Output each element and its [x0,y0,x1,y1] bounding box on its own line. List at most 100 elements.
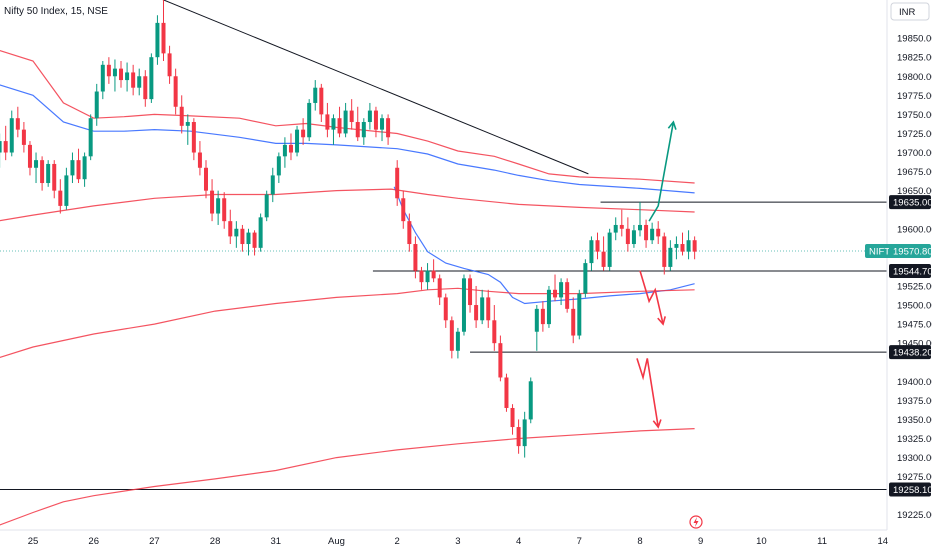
candle-body [331,118,336,130]
candle-body [173,76,178,107]
candle [386,114,391,145]
projection-arrow-2[interactable] [636,358,660,428]
lightning-icon[interactable] [689,515,703,529]
candle [595,232,600,260]
level-tag-0: 19635.00 [889,195,932,210]
candle-body [474,305,479,321]
candle-body [349,110,354,123]
candle-body [516,427,521,447]
candle [540,301,545,332]
candle [625,217,630,252]
candle-body [437,278,442,298]
trendline-segment[interactable] [154,0,589,175]
candle [185,114,190,145]
candle-body [565,282,570,309]
candle-body [510,407,515,428]
moving-average-lines [0,50,695,526]
candle [131,64,136,96]
candle-body [143,76,148,100]
x-tick-label: 27 [149,536,160,547]
candle-body [46,163,51,184]
candle-body [252,232,257,248]
candle [203,160,208,199]
candle [522,411,527,458]
x-tick-label: 10 [756,536,767,547]
candle [15,106,20,138]
candle-body [601,251,606,267]
candle-body [40,160,45,184]
candle-body [607,232,612,267]
candle-body [228,221,233,237]
candle [373,106,378,138]
time-axis[interactable]: 25 26 27 28 31 Aug 2 3 4 7 8 9 10 11 14 [28,536,888,547]
projection-arrow-1[interactable] [639,270,664,325]
level-tag-3: 19258.10 [889,482,932,497]
candle-body [295,129,300,153]
candle [331,114,336,145]
candle-body [431,270,436,279]
level-tag-label: 19635.00 [893,198,932,209]
candle-body [386,118,391,138]
candle [455,327,460,359]
candle [34,152,39,184]
candle [449,316,454,359]
x-tick-label: 8 [637,536,642,547]
candle [492,305,497,351]
y-tick-label: 19675.00 [897,167,932,178]
candle [173,68,178,115]
candle [565,278,570,313]
candle-body [553,289,558,298]
arrow-head-0 [667,120,677,130]
projection-arrow-0[interactable] [648,121,675,222]
candle-body [662,236,667,267]
candle-body [94,91,99,119]
y-tick-label: 19375.00 [897,396,932,407]
candle-body [407,221,412,245]
candle [288,133,293,161]
price-axis[interactable]: 19850.00 19825.00 19800.00 19775.00 19750.00… [897,34,932,522]
candle [559,278,564,306]
candle-body [534,308,539,332]
x-tick-label: 3 [455,536,460,547]
candle-body [155,22,160,58]
candle [64,167,69,210]
candle [601,236,606,271]
candle [680,232,685,256]
candle [76,148,81,184]
candle [380,114,385,142]
candle-body [15,118,20,130]
y-tick-label: 19700.00 [897,148,932,159]
candle [367,102,372,130]
candle-body [27,144,32,168]
candle-body [367,110,372,123]
candle [191,118,196,161]
ma-line-4 [0,287,695,358]
arrow-head-1 [657,316,667,326]
candle-body [498,343,503,378]
candle [216,190,221,225]
x-tick-label: 28 [210,536,221,547]
candle [486,289,491,328]
candle [246,228,251,256]
candle-body [668,247,673,267]
y-tick-label: 19825.00 [897,53,932,64]
candle [70,152,75,184]
candle-body [185,122,190,126]
candle [425,263,430,290]
candle [258,213,263,252]
candle [686,230,691,260]
y-tick-label: 19275.00 [897,472,932,483]
candle-body [613,224,618,233]
candle-body [106,64,111,77]
candle-body [546,289,551,325]
candle-body [125,72,130,81]
y-tick-label: 19600.00 [897,224,932,235]
y-tick-label: 19850.00 [897,34,932,45]
candle-body [449,320,454,351]
candle [361,118,366,145]
currency-button[interactable]: INR [890,2,930,21]
candle [9,110,14,157]
candle [571,297,576,344]
candle [431,259,436,283]
